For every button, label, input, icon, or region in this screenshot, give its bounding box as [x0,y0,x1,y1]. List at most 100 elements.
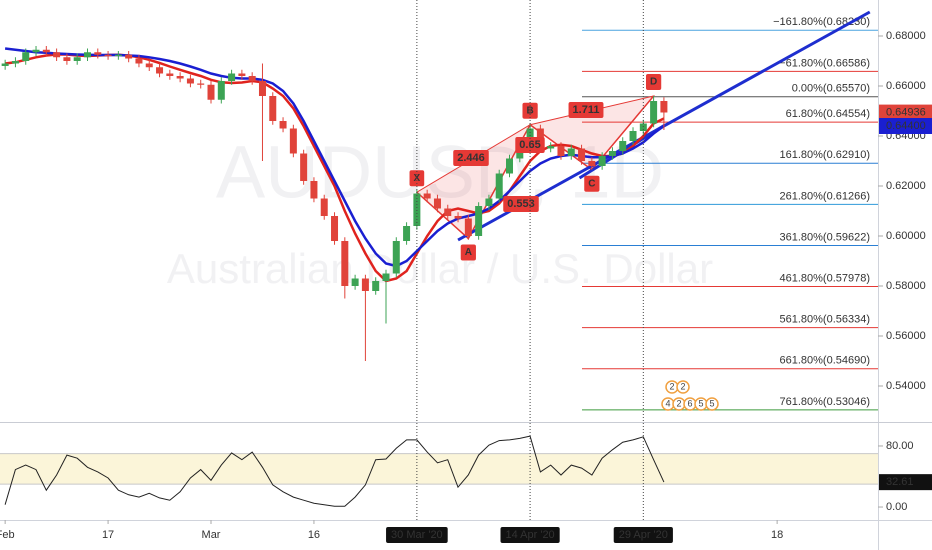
watermark-subtitle: Australian Dollar / U.S. Dollar [167,245,713,292]
fib-level-label: −61.80%(0.66586) [779,57,870,69]
y-tick-label: 0.00 [886,501,907,513]
candle-body [619,141,627,151]
oscillator-line [4,435,665,507]
candle-body [22,52,30,61]
candle-body [156,67,164,74]
event-count: 5 [709,398,714,408]
candle-body [279,121,287,129]
candle-body [73,57,81,61]
candle-body [361,278,369,291]
candle-body [114,54,122,56]
trendline [578,123,666,180]
event-marker [705,397,719,411]
candle-body [289,128,297,154]
last-price-bg [879,104,932,121]
x-tick-label: 29 Apr '20 [619,529,668,541]
candle-body [547,146,555,149]
candle-body [197,83,205,85]
candle-body [125,54,133,59]
pattern-point-label-bg [645,74,662,90]
pattern-ratio-bg [453,150,489,166]
x-tick-label: Feb [0,529,15,541]
fib-level-label: 0.00%(0.65570) [792,83,870,95]
candle-body [176,76,184,79]
y-tick-label: 0.62000 [886,180,926,192]
x-tick-label: 18 [771,529,783,541]
candle-body [598,156,606,166]
x-tick-label-bg [386,527,448,543]
y-tick-label: 0.68000 [886,30,926,42]
candle-body [372,281,380,291]
event-count: 2 [680,381,685,391]
oscillator-band [0,453,878,485]
y-tick-label: 80.00 [886,440,914,452]
candle-body [1,63,9,66]
candle-body [413,193,421,226]
candle-body [248,76,256,81]
x-tick-label-bg [500,527,560,543]
event-marker [676,380,690,394]
candle-body [639,123,647,131]
candle-body [186,78,194,84]
candle-body [475,206,483,236]
candle-body [207,84,215,100]
pattern-point-label-bg [460,244,476,261]
y-tick-label: 0.60000 [886,230,926,242]
pattern-point-label: C [588,178,595,189]
fib-level-label: 561.80%(0.56334) [779,314,870,326]
x-tick-label: 14 Apr '20 [505,529,554,541]
candle-body [11,61,19,64]
pattern-ratio: 2.446 [457,152,485,164]
candle-body [310,181,318,199]
candle-body [495,173,503,199]
candle-body [454,216,462,219]
pattern-point-label-bg [522,102,538,119]
candle-body [228,73,236,81]
y-tick-label: 0.56000 [886,330,926,342]
last-price-label: 0.64936 [886,107,926,119]
x-tick-label: 17 [102,529,114,541]
ma-price-bg [879,118,932,134]
candle-body [53,52,61,58]
candle-body [578,148,586,161]
pattern-point-label-bg [409,170,425,187]
event-count: 6 [687,398,692,408]
pattern-point-label: D [650,77,657,88]
fib-level-label: 61.80%(0.64554) [786,108,870,120]
y-tick-label: 0.58000 [886,280,926,292]
candle-body [567,148,575,156]
candle-body [608,151,616,156]
candle-body [506,158,514,174]
candle-body [217,81,225,100]
pattern-point-label: B [526,105,533,116]
candle-body [104,54,112,56]
candle-body [258,81,266,96]
pattern-ratio-bg [568,102,604,118]
fib-level-label: 261.80%(0.61266) [779,190,870,202]
candle-body [341,241,349,286]
candle-body [660,101,668,113]
candle-body [94,52,102,55]
event-count: 2 [676,398,681,408]
last-value-bg [879,474,932,491]
ma-price-label: 0.64400 [886,120,926,132]
candle-body [403,226,411,241]
fib-level-label: −161.80%(0.68230) [773,16,870,28]
candle-body [238,73,246,76]
pattern-ratio: 0.553 [507,198,535,210]
candle-body [557,146,565,156]
event-count: 4 [665,398,670,408]
candle-body [588,161,596,166]
candle-body [320,198,328,216]
candle-body [135,58,143,64]
candle-body [145,63,153,68]
pattern-point-label: X [414,173,421,184]
candle-body [433,198,441,209]
candle-body [63,57,71,61]
pattern-ratio: 1.711 [573,104,600,116]
candle-body [423,193,431,199]
candle-body [464,218,472,236]
candle-body [650,101,658,124]
candle-body [392,241,400,274]
